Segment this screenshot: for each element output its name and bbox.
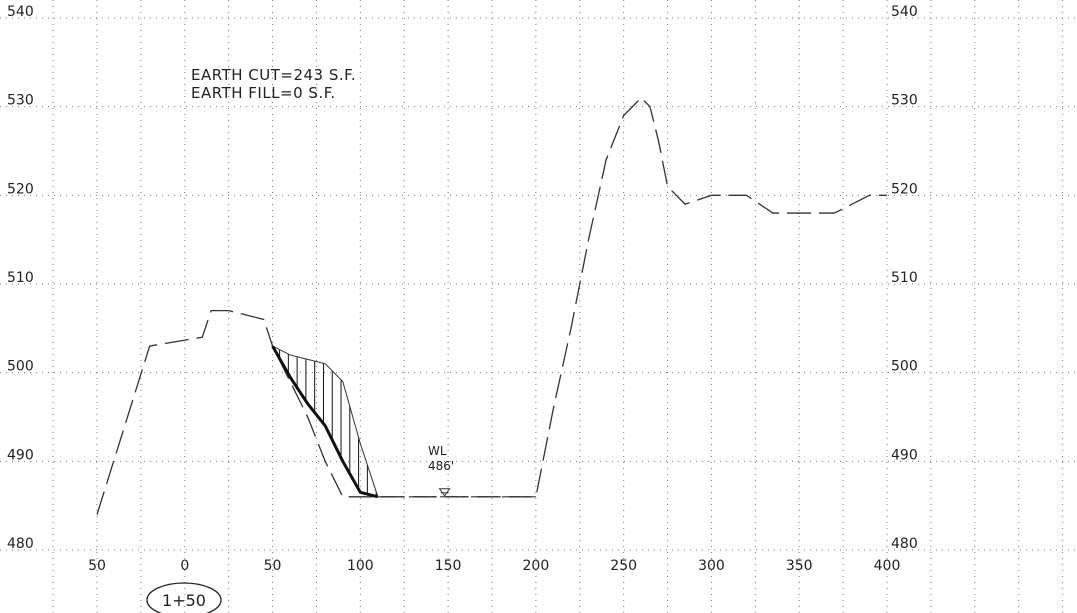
- x-tick-label: 300: [698, 558, 725, 574]
- x-tick-label: 150: [435, 558, 462, 574]
- station-marker: 1+50: [146, 582, 222, 613]
- y-tick-label-right: 480: [891, 536, 918, 552]
- water-level-value: 486': [428, 459, 454, 473]
- station-label: 1+50: [162, 591, 206, 610]
- ground-profile: [96, 96, 887, 515]
- earth-fill-note: EARTH FILL=0 S.F.: [191, 84, 336, 102]
- y-tick-label-left: 500: [7, 359, 34, 375]
- x-axis-labels: 50 0 50 100 150 200 250 300 350 400: [88, 558, 900, 574]
- water-level-label: WL: [428, 444, 447, 458]
- y-tick-label-left: 530: [7, 93, 34, 109]
- x-tick-label: 350: [786, 558, 813, 574]
- y-tick-label-right: 510: [891, 270, 918, 286]
- y-tick-label-right: 490: [891, 447, 918, 463]
- earth-cut-note: EARTH CUT=243 S.F.: [191, 66, 356, 84]
- y-axis-labels: 480 480 490 490 500 500 510 510 520 520 530 530 540 5…: [7, 4, 918, 552]
- x-tick-label: 200: [523, 558, 550, 574]
- cut-top-outline: [272, 345, 379, 497]
- x-tick-label: 100: [347, 558, 374, 574]
- y-tick-label-left: 540: [7, 4, 34, 20]
- y-tick-label-right: 500: [891, 359, 918, 375]
- y-tick-label-right: 530: [891, 93, 918, 109]
- x-tick-label: 0: [180, 558, 189, 574]
- water-level: WL 486': [377, 444, 536, 498]
- cut-line: [271, 345, 379, 499]
- y-tick-label-right: 540: [891, 4, 918, 20]
- cut-profile: [271, 345, 379, 499]
- x-tick-label: 50: [88, 558, 106, 574]
- ground-line: [96, 96, 887, 515]
- y-tick-label-left: 480: [7, 536, 34, 552]
- cut-hatch: [279, 349, 377, 497]
- x-tick-label: 250: [610, 558, 637, 574]
- x-tick-label: 400: [874, 558, 901, 574]
- y-tick-label-left: 510: [7, 270, 34, 286]
- y-tick-label-left: 490: [7, 447, 34, 463]
- y-tick-label-right: 520: [891, 181, 918, 197]
- x-tick-label: 50: [264, 558, 282, 574]
- y-tick-label-left: 520: [7, 181, 34, 197]
- station-ellipse: [146, 582, 222, 613]
